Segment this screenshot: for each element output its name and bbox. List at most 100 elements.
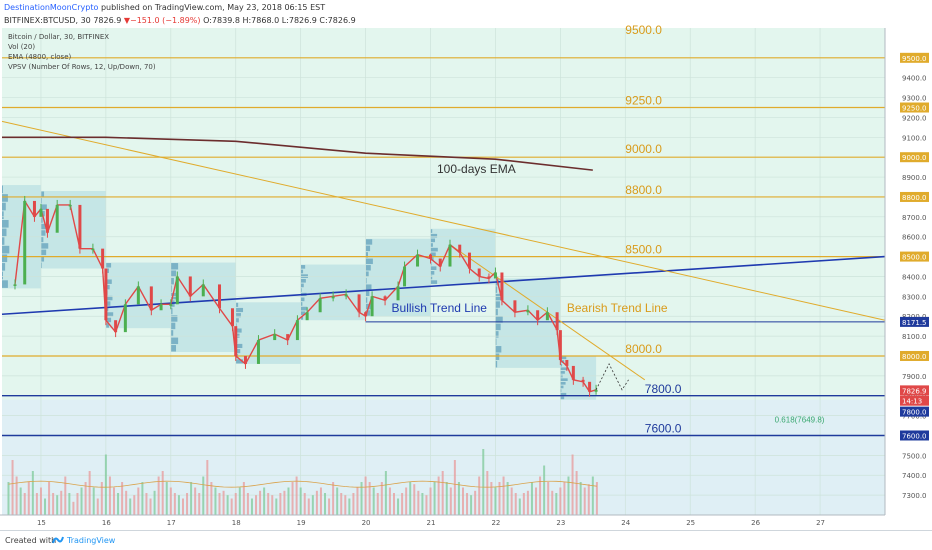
price-tick-label: 7500.0	[902, 452, 927, 460]
price-tick-label: 9300.0	[902, 95, 927, 103]
volume-bar	[153, 490, 156, 515]
volume-bar	[388, 487, 391, 515]
ema-label: 100-days EMA	[437, 162, 516, 176]
price-tag	[900, 52, 929, 63]
candle-body	[403, 266, 407, 287]
vpsv-row	[560, 381, 566, 385]
vpsv-row	[560, 367, 567, 371]
volume-bar	[76, 493, 79, 515]
volume-bar	[218, 493, 221, 515]
candle-body	[104, 268, 108, 321]
author-link[interactable]: DestinationMoonCrypto	[4, 3, 99, 12]
volume-bar	[498, 482, 501, 515]
time-tick-label: 26	[751, 519, 760, 527]
volume-bar	[433, 482, 436, 515]
vpsv-row	[2, 263, 6, 271]
candle-body	[370, 296, 374, 317]
volume-bar	[567, 476, 570, 515]
volume-bar	[60, 490, 63, 515]
candle-body	[230, 308, 234, 327]
candle-body	[136, 286, 140, 305]
volume-bar	[539, 476, 542, 515]
volume-bar	[470, 495, 473, 515]
vpsv-row	[235, 343, 243, 349]
price-tag	[900, 395, 929, 406]
price-tag-label: 9250.0	[902, 105, 927, 113]
candle-body	[159, 304, 163, 311]
volume-bar	[547, 482, 550, 515]
vpsv-row	[2, 271, 3, 280]
vpsv-row	[365, 271, 369, 277]
vpsv-row	[430, 243, 433, 247]
volume-bar	[478, 476, 481, 515]
candle-body	[571, 365, 575, 380]
volume-bar	[177, 495, 180, 515]
vpsv-row	[170, 307, 173, 315]
vpsv-row	[495, 301, 500, 308]
volume-bar	[409, 482, 412, 515]
volume-bar	[100, 482, 103, 515]
volume-bar	[384, 471, 387, 515]
vpsv-row	[495, 316, 503, 323]
trend-line	[1, 120, 886, 321]
volume-bar	[117, 493, 120, 515]
volume-bar	[295, 476, 298, 515]
volume-bar	[133, 495, 136, 515]
price-tag	[900, 385, 929, 396]
candle-body	[429, 254, 433, 259]
ema-line-group	[2, 136, 593, 171]
vpsv-row	[430, 266, 437, 271]
volume-bar	[490, 482, 493, 515]
volume-bar	[510, 487, 513, 515]
vpsv-row	[430, 271, 435, 275]
ema-line	[2, 136, 593, 171]
volume-ma-line	[8, 480, 597, 488]
candle-body	[487, 276, 491, 279]
volume-bar	[19, 487, 22, 515]
candle-body	[318, 298, 322, 313]
candle-body	[545, 312, 549, 321]
volume-bar	[530, 482, 533, 515]
volume-bar	[80, 487, 83, 515]
candle-body	[55, 204, 59, 233]
candle-body	[68, 204, 72, 207]
volume-bar	[348, 498, 351, 515]
vpsv-row	[235, 302, 239, 307]
vpsv-row	[105, 263, 112, 268]
volume-bar	[551, 490, 554, 515]
vpsv-row	[2, 228, 7, 237]
vpsv-row	[300, 269, 304, 274]
vpsv-row	[560, 385, 564, 389]
horizontal-levels	[2, 57, 885, 437]
price-tag	[900, 251, 929, 262]
price-tags: 9500.0 9250.0 9000.0 8800.0 8500.0 8171.5 8000…	[900, 52, 929, 441]
vpsv-row	[430, 252, 436, 257]
volume-bar	[137, 487, 140, 515]
vpsv-row	[105, 317, 112, 323]
volume-bar	[506, 482, 509, 515]
price-tag-label: 9500.0	[902, 55, 927, 63]
candle-body	[344, 294, 348, 297]
volume-bar	[35, 493, 38, 515]
volume-bar	[194, 487, 197, 515]
tradingview-brand-link[interactable]: TradingView	[67, 536, 116, 545]
volume-bar	[214, 487, 217, 515]
vpsv-row	[300, 265, 306, 269]
level-annotation: 8500.0	[625, 243, 662, 257]
volume-bar	[441, 471, 444, 515]
time-tick-label: 20	[362, 519, 371, 527]
candle-body	[331, 296, 335, 299]
publish-info: DestinationMoonCrypto published on Tradi…	[4, 3, 325, 12]
volume-bar	[291, 482, 294, 515]
volume-bar	[169, 487, 172, 515]
price-tag-label: 8171.5	[902, 319, 927, 327]
chart-annotations: 9500.0 9250.0 9000.0 100-days EMA 8800.0 8500…	[392, 23, 825, 436]
candle-body	[234, 326, 238, 356]
candle-body	[438, 258, 442, 267]
volume-bar	[279, 493, 282, 515]
quote-info: BITFINEX:BTCUSD, 30 7826.9 ▼−151.0 (−1.8…	[4, 16, 356, 25]
volume-bar	[466, 493, 469, 515]
price-tick-label: 7900.0	[902, 373, 927, 381]
volume-bar	[64, 476, 67, 515]
